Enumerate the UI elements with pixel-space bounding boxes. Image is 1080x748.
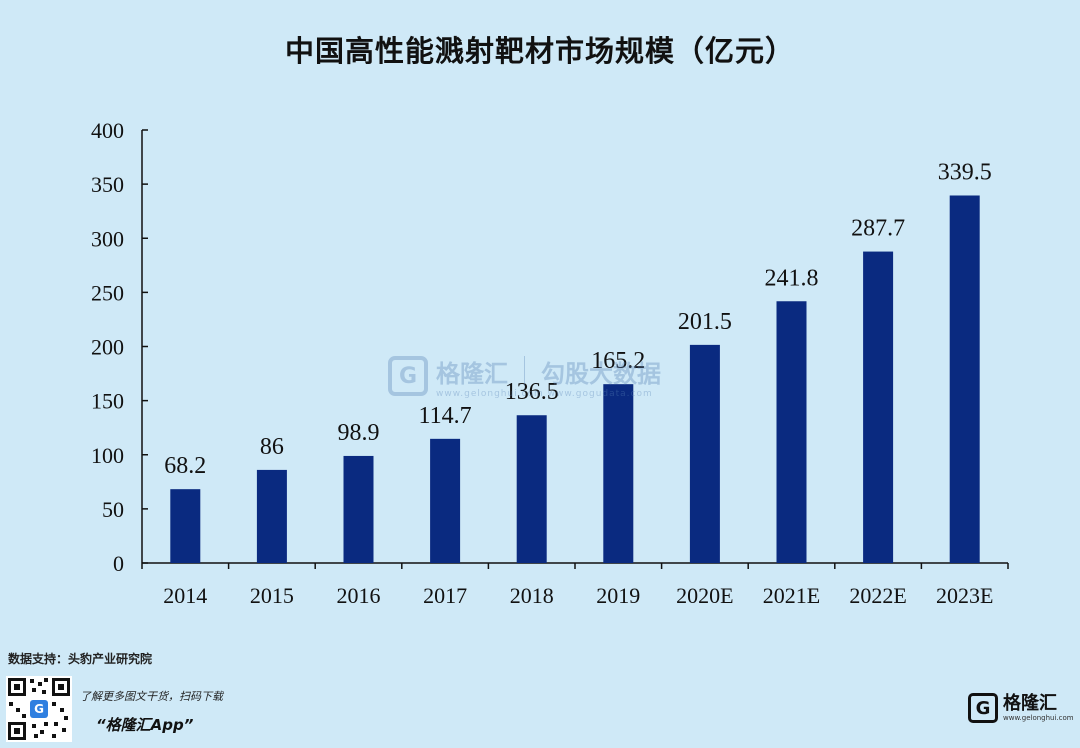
x-category-label: 2018	[510, 583, 554, 608]
qr-code[interactable]: G	[6, 676, 72, 742]
watermark: G 格隆汇 勾股大数据 www.gelonghui.com www.goguda…	[388, 352, 661, 400]
bar-value-label: 241.8	[765, 265, 819, 291]
x-category-label: 2020E	[676, 583, 733, 608]
bar	[170, 489, 201, 563]
y-tick-label: 0	[113, 551, 124, 576]
y-tick-label: 350	[91, 172, 124, 197]
brand-logo[interactable]: G 格隆汇 www.gelonghui.com	[968, 690, 1074, 726]
bar-chart: 0 50 100 150 200 250 300 350 400 68.2 2014 86 2015 98…	[91, 118, 1009, 608]
x-category-label: 2014	[163, 583, 207, 608]
y-tick-label: 300	[91, 226, 124, 251]
bar-value-label: 165.2	[591, 348, 645, 374]
x-category-label: 2017	[423, 583, 467, 608]
x-category-label: 2015	[250, 583, 294, 608]
x-category-label: 2019	[596, 583, 640, 608]
bar	[256, 469, 287, 563]
bar-value-label: 86	[260, 434, 284, 460]
y-tick-label: 200	[91, 335, 124, 360]
chart-title: 中国高性能溅射靶材市场规模（亿元）	[284, 34, 795, 68]
promo-app-name: “格隆汇App”	[96, 716, 194, 734]
x-category-label: 2022E	[849, 583, 906, 608]
brand-logo-icon: G	[968, 693, 998, 723]
bar	[776, 301, 807, 563]
bar-value-label: 68.2	[164, 453, 206, 479]
x-category-label: 2016	[337, 583, 381, 608]
bar	[863, 251, 894, 563]
bar	[689, 344, 720, 563]
bar	[430, 438, 461, 563]
watermark-brand: 格隆汇	[436, 359, 508, 388]
data-source: 数据支持：头豹产业研究院	[8, 652, 153, 666]
bar-value-label: 339.5	[938, 159, 992, 185]
watermark-url: www.gelonghui.com www.gogudata.com	[436, 388, 653, 399]
bar	[516, 415, 547, 563]
bar	[343, 455, 374, 563]
qr-pattern-icon	[8, 678, 70, 740]
bar-value-label: 114.7	[419, 403, 472, 429]
y-tick-label: 250	[91, 280, 124, 305]
x-category-label: 2023E	[936, 583, 993, 608]
bar-value-label: 287.7	[851, 216, 905, 242]
bar-value-label: 98.9	[338, 420, 380, 446]
watermark-product: 勾股大数据	[541, 359, 661, 388]
footer: 数据支持：头豹产业研究院 G 了解更多图文干货，扫码下载 “格隆汇App”	[0, 640, 1080, 748]
qr-logo-icon: G	[30, 700, 48, 718]
bar-value-label: 201.5	[678, 309, 732, 335]
y-tick-label: 150	[91, 389, 124, 414]
watermark-logo-icon: G	[388, 356, 428, 396]
bar-value-label: 136.5	[505, 379, 559, 405]
y-tick-label: 100	[91, 443, 124, 468]
bar	[949, 195, 980, 563]
y-tick-label: 50	[102, 497, 124, 522]
promo-text: 了解更多图文干货，扫码下载	[80, 690, 223, 703]
y-tick-label: 400	[91, 118, 124, 143]
x-category-label: 2021E	[763, 583, 820, 608]
watermark-divider	[524, 356, 525, 386]
brand-name: 格隆汇	[1003, 692, 1057, 714]
brand-url: www.gelonghui.com	[1003, 713, 1074, 722]
bar	[603, 384, 634, 563]
